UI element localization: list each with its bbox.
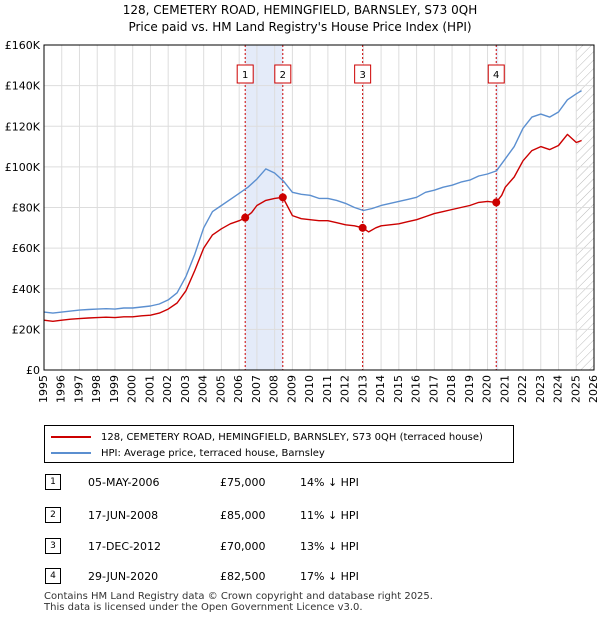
x-tick-label: 2015 xyxy=(392,375,405,403)
price-chart: 128, CEMETERY ROAD, HEMINGFIELD, BARNSLE… xyxy=(5,3,600,403)
sale-point xyxy=(492,198,501,207)
sale-date: 17-JUN-2008 xyxy=(88,508,159,522)
x-tick-label: 1999 xyxy=(108,375,121,403)
x-tick-label: 2022 xyxy=(516,375,529,403)
sale-point xyxy=(358,223,367,232)
sale-marker-box xyxy=(236,64,254,84)
sale-marker-number: 2 xyxy=(280,70,286,81)
licence-line: This data is licensed under the Open Gov… xyxy=(44,602,363,613)
sale-date: 29-JUN-2020 xyxy=(88,569,159,583)
x-tick-label: 2017 xyxy=(427,375,440,403)
x-tick-label: 2004 xyxy=(197,375,210,403)
y-tick-label: £120K xyxy=(5,120,41,133)
x-tick-label: 2014 xyxy=(374,375,387,403)
sale-hpi-delta: 14% ↓ HPI xyxy=(300,475,359,489)
sale-point xyxy=(278,193,287,202)
legend-label-property: 128, CEMETERY ROAD, HEMINGFIELD, BARNSLE… xyxy=(101,431,483,443)
y-tick-label: £20K xyxy=(12,323,41,336)
sale-date: 05-MAY-2006 xyxy=(88,475,160,489)
x-tick-label: 2024 xyxy=(552,375,565,403)
x-tick-label: 2010 xyxy=(303,375,316,403)
x-tick-label: 2002 xyxy=(161,375,174,403)
x-tick-label: 2008 xyxy=(268,375,281,403)
legend-label-hpi: HPI: Average price, terraced house, Barn… xyxy=(101,447,325,459)
sale-marker-box xyxy=(274,64,292,84)
sale-row: 4 29-JUN-2020 £82,500 17% ↓ HPI xyxy=(44,567,444,585)
sale-date: 17-DEC-2012 xyxy=(88,539,162,553)
sale-marker-number: 3 xyxy=(359,70,365,81)
sale-price: £82,500 xyxy=(220,569,266,583)
x-tick-label: 2001 xyxy=(143,375,156,403)
y-tick-label: £40K xyxy=(12,283,41,296)
sale-number-badge: 2 xyxy=(45,507,61,523)
x-tick-label: 1998 xyxy=(90,375,103,403)
x-tick-label: 2006 xyxy=(232,375,245,403)
x-tick-label: 2003 xyxy=(179,375,192,403)
x-tick-label: 1996 xyxy=(55,375,68,403)
x-tick-label: 2013 xyxy=(356,375,369,403)
legend-item-hpi: HPI: Average price, terraced house, Barn… xyxy=(51,445,325,461)
sale-point xyxy=(241,213,250,222)
x-tick-label: 2009 xyxy=(285,375,298,403)
chart-title: 128, CEMETERY ROAD, HEMINGFIELD, BARNSLE… xyxy=(123,3,477,17)
x-tick-label: 2007 xyxy=(250,375,263,403)
sale-marker-box xyxy=(354,64,372,84)
attribution-footer: Contains HM Land Registry data © Crown c… xyxy=(44,591,433,613)
chart-subtitle: Price paid vs. HM Land Registry's House … xyxy=(128,20,471,34)
sale-hpi-delta: 11% ↓ HPI xyxy=(300,508,359,522)
sale-price: £70,000 xyxy=(220,539,266,553)
sale-hpi-delta: 17% ↓ HPI xyxy=(300,569,359,583)
x-tick-label: 2011 xyxy=(321,375,334,403)
x-tick-label: 2020 xyxy=(481,375,494,403)
y-tick-label: £160K xyxy=(5,39,41,52)
sale-number-badge: 3 xyxy=(45,538,61,554)
sale-number-badge: 4 xyxy=(45,568,61,584)
sale-price: £85,000 xyxy=(220,508,266,522)
x-tick-label: 2025 xyxy=(569,375,582,403)
y-tick-label: £0 xyxy=(26,364,40,377)
x-tick-label: 2018 xyxy=(445,375,458,403)
sale-marker-box xyxy=(487,64,505,84)
sale-hpi-delta: 13% ↓ HPI xyxy=(300,539,359,553)
x-tick-label: 2019 xyxy=(463,375,476,403)
sale-row: 3 17-DEC-2012 £70,000 13% ↓ HPI xyxy=(44,537,444,555)
x-tick-label: 2016 xyxy=(410,375,423,403)
chart-legend: 128, CEMETERY ROAD, HEMINGFIELD, BARNSLE… xyxy=(44,425,514,463)
y-tick-label: £60K xyxy=(12,242,41,255)
sale-marker-number: 4 xyxy=(493,70,499,81)
plot-border xyxy=(43,44,595,371)
hpi-series-line xyxy=(43,90,582,314)
legend-line-property xyxy=(51,436,91,438)
legend-item-property: 128, CEMETERY ROAD, HEMINGFIELD, BARNSLE… xyxy=(51,429,483,445)
sale-price: £75,000 xyxy=(220,475,266,489)
x-tick-label: 2021 xyxy=(498,375,511,403)
x-tick-label: 2023 xyxy=(534,375,547,403)
x-tick-label: 2005 xyxy=(214,375,227,403)
x-tick-label: 2026 xyxy=(587,375,600,403)
sale-marker-number: 1 xyxy=(242,70,248,81)
x-tick-label: 1997 xyxy=(72,375,85,403)
y-tick-label: £80K xyxy=(12,202,41,215)
legend-line-hpi xyxy=(51,452,91,454)
y-tick-label: £140K xyxy=(5,80,41,93)
attribution-line: Contains HM Land Registry data © Crown c… xyxy=(44,591,433,602)
x-tick-label: 2000 xyxy=(126,375,139,403)
sale-number-badge: 1 xyxy=(45,474,61,490)
x-tick-label: 2012 xyxy=(339,375,352,403)
y-tick-label: £100K xyxy=(5,161,41,174)
sale-row: 2 17-JUN-2008 £85,000 11% ↓ HPI xyxy=(44,506,444,524)
sale-row: 1 05-MAY-2006 £75,000 14% ↓ HPI xyxy=(44,473,444,491)
x-tick-label: 1995 xyxy=(37,375,50,403)
